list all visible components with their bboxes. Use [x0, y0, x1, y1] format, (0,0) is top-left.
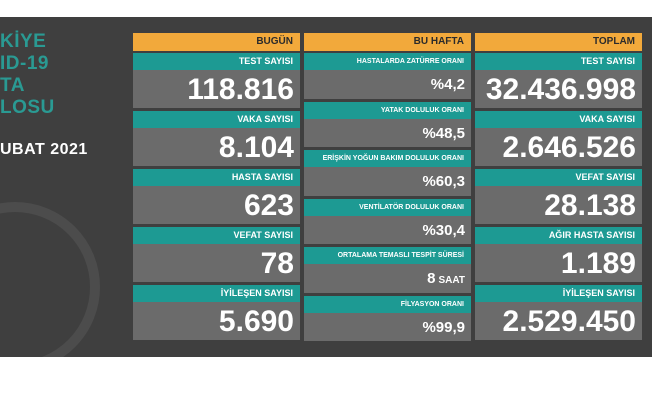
value-text: 8.104	[218, 131, 294, 164]
stat-label: TEST SAYISI	[475, 53, 642, 70]
value-text: 2.529.450	[502, 305, 636, 338]
value-text: 78	[260, 247, 294, 280]
column-header: TOPLAM	[475, 33, 642, 51]
panel: KİYE ID-19 TA LOSU UBAT 2021 BUGÜN TEST SAYISI…	[0, 17, 652, 357]
stat-label: TEST SAYISI	[133, 53, 300, 70]
stat-value: 28.138	[475, 186, 642, 224]
stat-row: VAKA SAYISI 2.646.526	[475, 111, 642, 166]
stat-label: VENTİLATÖR DOLULUK ORANI	[304, 198, 471, 216]
emblem	[0, 202, 100, 357]
stat-label: AĞIR HASTA SAYISI	[475, 227, 642, 244]
stat-row: TEST SAYISI 118.816	[133, 53, 300, 108]
stat-row: TEST SAYISI 32.436.998	[475, 53, 642, 108]
stat-value: %48,5	[304, 118, 471, 147]
value-text: 8	[427, 270, 436, 287]
value-unit: SAAT	[438, 275, 465, 286]
stat-value: 623	[133, 186, 300, 224]
stat-row: AĞIR HASTA SAYISI 1.189	[475, 227, 642, 282]
value-text: %60,3	[422, 173, 465, 190]
stat-label: FİLYASYON ORANI	[304, 295, 471, 313]
side-title: TA	[0, 75, 25, 96]
stat-label: VAKA SAYISI	[475, 111, 642, 128]
value-text: %99,9	[422, 318, 465, 336]
stat-value: %60,3	[304, 167, 471, 196]
column: BUGÜN TEST SAYISI 118.816 VAKA SAYISI 8.104 H…	[133, 33, 300, 340]
column-header: BUGÜN	[133, 33, 300, 51]
column: TOPLAM TEST SAYISI 32.436.998 VAKA SAYISI 2.…	[475, 33, 642, 340]
stat-row: İYİLEŞEN SAYISI 5.690	[133, 285, 300, 340]
value-text: 5.690	[218, 305, 294, 338]
value-text: %4,2	[430, 76, 465, 93]
stat-value: 5.690	[133, 302, 300, 340]
value-text: 1.189	[560, 247, 636, 280]
stat-label: VEFAT SAYISI	[475, 169, 642, 186]
stat-value: 2.529.450	[475, 302, 642, 340]
stat-label: YATAK DOLULUK ORANI	[304, 101, 471, 119]
stat-label: ERİŞKİN YOĞUN BAKIM DOLULUK ORANI	[304, 150, 471, 167]
value-text: 28.138	[544, 189, 636, 222]
value-text: 32.436.998	[485, 73, 636, 106]
column: BU HAFTA HASTALARDA ZATÜRRE ORANI %4,2 YATA…	[304, 33, 471, 341]
stat-label: HASTA SAYISI	[133, 169, 300, 186]
stat-value: 8 SAAT	[304, 264, 471, 293]
value-text: %48,5	[422, 124, 465, 142]
stat-row: VEFAT SAYISI 78	[133, 227, 300, 282]
stat-label: ORTALAMA TEMASLI TESPİT SÜRESİ	[304, 247, 471, 264]
stat-row: VAKA SAYISI 8.104	[133, 111, 300, 166]
stat-row: FİLYASYON ORANI %99,9	[304, 295, 471, 341]
stat-row: HASTALARDA ZATÜRRE ORANI %4,2	[304, 53, 471, 99]
stat-label: HASTALARDA ZATÜRRE ORANI	[304, 53, 471, 70]
stat-row: VENTİLATÖR DOLULUK ORANI %30,4	[304, 198, 471, 244]
stat-value: 118.816	[133, 70, 300, 108]
stat-label: VAKA SAYISI	[133, 111, 300, 128]
side-title: ID-19	[0, 53, 49, 74]
stat-label: VEFAT SAYISI	[133, 227, 300, 244]
stat-value: %4,2	[304, 70, 471, 99]
stat-row: VEFAT SAYISI 28.138	[475, 169, 642, 224]
stat-label: İYİLEŞEN SAYISI	[133, 285, 300, 302]
stat-label: İYİLEŞEN SAYISI	[475, 285, 642, 302]
stat-value: %99,9	[304, 312, 471, 341]
value-text: 623	[243, 189, 294, 222]
side-date: UBAT 2021	[0, 141, 88, 158]
stat-row: İYİLEŞEN SAYISI 2.529.450	[475, 285, 642, 340]
side-title: LOSU	[0, 97, 55, 118]
value-text: 2.646.526	[502, 131, 636, 164]
stat-value: 8.104	[133, 128, 300, 166]
side-title: KİYE	[0, 31, 47, 52]
stat-row: ORTALAMA TEMASLI TESPİT SÜRESİ 8 SAAT	[304, 247, 471, 293]
value-text: %30,4	[422, 221, 465, 239]
stat-row: HASTA SAYISI 623	[133, 169, 300, 224]
stat-value: 1.189	[475, 244, 642, 282]
stat-value: %30,4	[304, 215, 471, 244]
stat-row: ERİŞKİN YOĞUN BAKIM DOLULUK ORANI %60,3	[304, 150, 471, 196]
stat-row: YATAK DOLULUK ORANI %48,5	[304, 101, 471, 147]
column-header: BU HAFTA	[304, 33, 471, 51]
stat-value: 32.436.998	[475, 70, 642, 108]
stat-value: 2.646.526	[475, 128, 642, 166]
value-text: 118.816	[187, 73, 294, 106]
stat-value: 78	[133, 244, 300, 282]
